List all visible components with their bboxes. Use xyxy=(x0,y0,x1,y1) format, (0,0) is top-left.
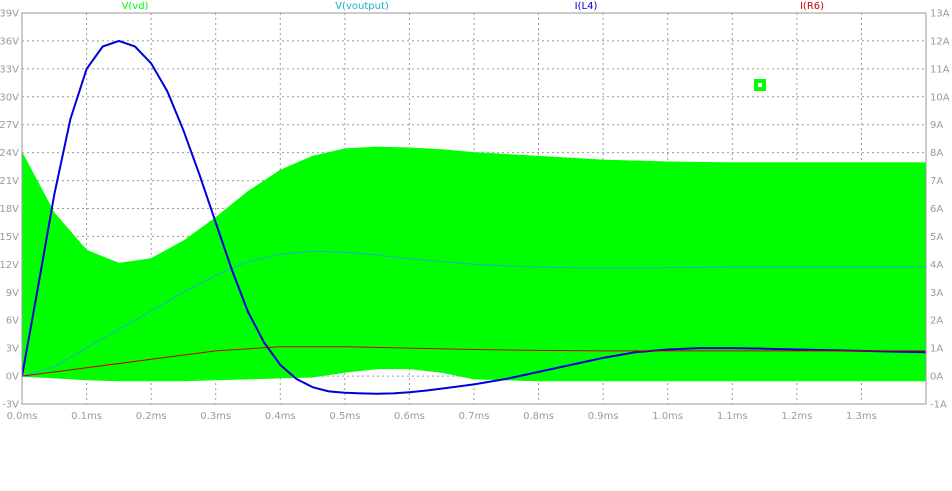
left-tick-label: 0V xyxy=(6,372,19,383)
right-tick-label: 13A xyxy=(930,9,950,20)
right-tick-label: 6A xyxy=(930,204,943,215)
left-tick-label: 18V xyxy=(0,204,19,215)
right-tick-label: 0A xyxy=(930,372,943,383)
x-tick-label: 1.2ms xyxy=(781,411,812,422)
series-v-voutput-line xyxy=(22,250,926,377)
left-tick-label: 30V xyxy=(0,92,19,103)
trace-label-1[interactable]: V(voutput) xyxy=(335,1,389,12)
left-axis-ticks: -3V 0V 3V 6V 9V 12V 15V 18V 21V 24V 27V 30V 33V 36V 39… xyxy=(0,9,19,411)
right-tick-label: 4A xyxy=(930,260,943,271)
left-tick-label: 15V xyxy=(0,232,19,243)
left-tick-label: 27V xyxy=(0,120,19,131)
right-tick-label: 12A xyxy=(930,36,950,47)
trace-label-2[interactable]: I(L4) xyxy=(575,1,598,12)
x-tick-label: 0.0ms xyxy=(7,411,38,422)
cursor-marker[interactable] xyxy=(754,79,766,91)
trace-label-3[interactable]: I(R6) xyxy=(800,1,824,12)
right-tick-label: 1A xyxy=(930,344,943,355)
x-tick-label: 0.6ms xyxy=(394,411,425,422)
left-tick-label: 24V xyxy=(0,148,19,159)
left-tick-label: 33V xyxy=(0,64,19,75)
left-tick-label: 6V xyxy=(6,316,19,327)
left-tick-label: 36V xyxy=(0,36,19,47)
trace-labels[interactable]: V(vd) V(voutput) I(L4) I(R6) xyxy=(122,1,825,12)
right-axis-ticks: -1A 0A 1A 2A 3A 4A 5A 6A 7A 8A 9A 10A 11A 12A 13A xyxy=(930,9,950,411)
series-layer xyxy=(22,39,926,395)
left-tick-label: 39V xyxy=(0,9,19,20)
x-tick-label: 0.7ms xyxy=(459,411,490,422)
x-tick-label: 0.8ms xyxy=(523,411,554,422)
right-tick-label: 7A xyxy=(930,176,943,187)
right-tick-label: 11A xyxy=(930,64,950,75)
plot-border xyxy=(21,12,927,405)
x-tick-label: 1.0ms xyxy=(652,411,683,422)
right-tick-label: 10A xyxy=(930,92,950,103)
right-tick-label: 5A xyxy=(930,232,943,243)
left-tick-label: -3V xyxy=(2,400,19,411)
x-tick-label: 0.4ms xyxy=(265,411,296,422)
right-tick-label: 2A xyxy=(930,316,943,327)
x-tick-label: 0.9ms xyxy=(588,411,619,422)
right-tick-label: 3A xyxy=(930,288,943,299)
x-tick-label: 0.1ms xyxy=(71,411,102,422)
right-tick-label: -1A xyxy=(930,400,947,411)
series-i-r6-line xyxy=(22,346,926,377)
x-tick-label: 1.3ms xyxy=(846,411,877,422)
plot-frame xyxy=(21,12,927,405)
right-tick-label: 9A xyxy=(930,120,943,131)
x-tick-label: 0.5ms xyxy=(329,411,360,422)
x-tick-label: 0.2ms xyxy=(136,411,167,422)
x-tick-label: 1.1ms xyxy=(717,411,748,422)
left-tick-label: 3V xyxy=(6,344,19,355)
left-tick-label: 21V xyxy=(0,176,19,187)
left-tick-label: 9V xyxy=(6,288,19,299)
x-tick-label: 0.3ms xyxy=(200,411,231,422)
left-tick-label: 12V xyxy=(0,260,19,271)
right-tick-label: 8A xyxy=(930,148,943,159)
x-axis-ticks: 0.0ms 0.1ms 0.2ms 0.3ms 0.4ms 0.5ms 0.6ms 0.7ms… xyxy=(7,411,877,422)
cursor-marker-dot xyxy=(758,83,762,87)
trace-label-0[interactable]: V(vd) xyxy=(122,1,149,12)
